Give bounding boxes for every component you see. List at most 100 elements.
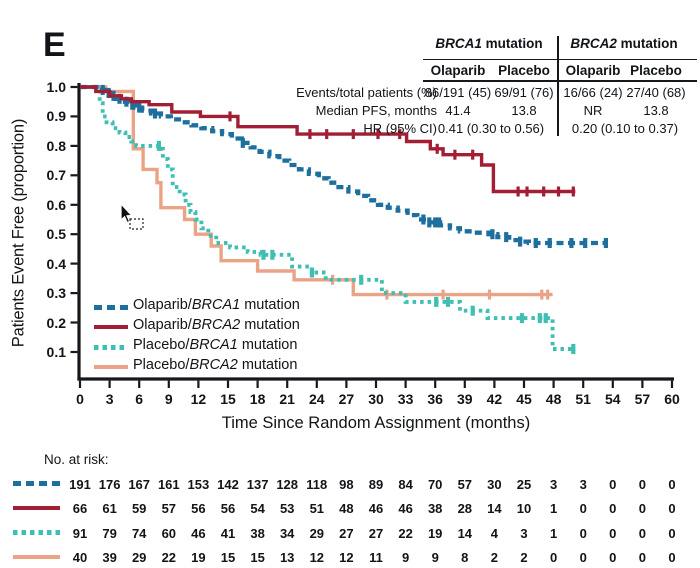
at-risk-title: No. at risk: bbox=[44, 452, 109, 467]
legend-label: Olaparib/BRCA2 mutation bbox=[133, 317, 300, 333]
at-risk-value: 0 bbox=[609, 501, 617, 517]
at-risk-value: 128 bbox=[276, 476, 299, 492]
at-risk-value: 0 bbox=[579, 501, 587, 517]
legend-label: Placebo/BRCA1 mutation bbox=[133, 337, 298, 353]
km-curve bbox=[80, 85, 553, 297]
stats-cell: NR bbox=[583, 103, 603, 118]
at-risk-value: 34 bbox=[279, 525, 295, 541]
legend-swatch bbox=[94, 325, 128, 329]
legend-swatch bbox=[94, 304, 128, 310]
stats-row-label: Median PFS, months bbox=[315, 103, 437, 118]
stats-group-header: BRCA2 mutation bbox=[554, 36, 694, 51]
at-risk-value: 0 bbox=[638, 501, 646, 517]
stats-cell: 0.41 (0.30 to 0.56) bbox=[437, 121, 545, 136]
at-risk-value: 70 bbox=[427, 476, 443, 492]
at-risk-value: 0 bbox=[579, 550, 587, 566]
y-tick-label: 1.0 bbox=[46, 79, 66, 95]
x-tick-label: 12 bbox=[190, 391, 207, 407]
stats-col-header: Placebo bbox=[498, 63, 550, 78]
km-curve bbox=[80, 85, 577, 351]
x-tick-label: 3 bbox=[105, 391, 114, 407]
at-risk-value: 167 bbox=[128, 476, 151, 492]
at-risk-swatch bbox=[13, 555, 60, 560]
at-risk-value: 0 bbox=[668, 501, 676, 517]
at-risk-value: 39 bbox=[102, 550, 117, 566]
legend-label: Placebo/BRCA2 mutation bbox=[133, 357, 298, 373]
legend-label: Olaparib/BRCA1 mutation bbox=[133, 297, 300, 313]
at-risk-value: 19 bbox=[191, 550, 206, 566]
stats-cell: 69/91 (76) bbox=[494, 85, 554, 100]
at-risk-value: 2 bbox=[520, 550, 528, 566]
x-tick-label: 57 bbox=[634, 391, 651, 407]
at-risk-value: 1 bbox=[549, 525, 558, 541]
at-risk-value: 41 bbox=[220, 525, 236, 541]
at-risk-value: 12 bbox=[339, 550, 354, 566]
y-tick-label: 0.8 bbox=[46, 137, 66, 154]
legend-item: Olaparib/BRCA2 mutation bbox=[0, 317, 340, 336]
stats-cell: 13.8 bbox=[643, 103, 669, 118]
at-risk-value: 38 bbox=[427, 501, 443, 517]
y-tick-label: 0.9 bbox=[46, 108, 66, 125]
x-tick-label: 36 bbox=[427, 391, 443, 407]
at-risk-value: 46 bbox=[368, 501, 384, 517]
y-tick-label: 0.5 bbox=[46, 226, 66, 243]
x-tick-label: 18 bbox=[249, 391, 266, 407]
x-tick-label: 0 bbox=[76, 391, 84, 407]
at-risk-value: 0 bbox=[609, 550, 617, 566]
at-risk-value: 153 bbox=[187, 476, 210, 492]
at-risk-value: 118 bbox=[306, 476, 328, 492]
at-risk-swatch bbox=[13, 530, 60, 536]
legend-item: Placebo/BRCA2 mutation bbox=[0, 357, 340, 376]
at-risk-value: 51 bbox=[309, 501, 325, 517]
at-risk-value: 3 bbox=[579, 476, 587, 492]
km-curve bbox=[80, 85, 576, 194]
at-risk-value: 61 bbox=[102, 501, 117, 517]
stats-cell: 0.20 (0.10 to 0.37) bbox=[571, 121, 679, 136]
y-tick-label: 0.4 bbox=[46, 255, 66, 272]
at-risk-value: 66 bbox=[72, 501, 88, 517]
at-risk-value: 176 bbox=[98, 476, 121, 492]
x-tick-label: 30 bbox=[368, 391, 384, 407]
at-risk-value: 14 bbox=[457, 525, 473, 541]
at-risk-value: 142 bbox=[217, 476, 239, 492]
x-tick-label: 33 bbox=[397, 391, 414, 407]
at-risk-value: 53 bbox=[279, 501, 295, 517]
at-risk-value: 22 bbox=[398, 525, 413, 541]
at-risk-value: 0 bbox=[668, 550, 676, 566]
at-risk-value: 57 bbox=[457, 476, 473, 492]
at-risk-value: 59 bbox=[131, 501, 147, 517]
at-risk-value: 28 bbox=[457, 501, 473, 517]
at-risk-value: 0 bbox=[668, 525, 676, 541]
x-tick-label: 60 bbox=[664, 391, 680, 407]
at-risk-value: 74 bbox=[131, 525, 147, 541]
at-risk-value: 9 bbox=[401, 550, 410, 566]
at-risk-value: 1 bbox=[549, 501, 558, 517]
stats-row-label: Events/total patients (%) bbox=[296, 85, 437, 100]
at-risk-value: 11 bbox=[369, 550, 383, 566]
stats-col-header: Olaparib bbox=[565, 63, 621, 78]
panel-label: E bbox=[43, 26, 67, 64]
selection-marquee bbox=[129, 218, 144, 230]
at-risk-value: 10 bbox=[516, 501, 532, 517]
at-risk-value: 0 bbox=[638, 550, 646, 566]
at-risk-value: 48 bbox=[339, 501, 354, 517]
at-risk-value: 89 bbox=[368, 476, 384, 492]
at-risk-value: 0 bbox=[549, 550, 558, 566]
at-risk-value: 25 bbox=[516, 476, 532, 492]
table-rule bbox=[423, 58, 697, 61]
at-risk-value: 84 bbox=[398, 476, 413, 492]
at-risk-value: 0 bbox=[609, 476, 617, 492]
stats-cell: 16/66 (24) bbox=[563, 85, 623, 100]
stats-cell: 41.4 bbox=[445, 103, 471, 118]
x-tick-label: 6 bbox=[135, 391, 144, 407]
x-axis-title: Time Since Random Assignment (months) bbox=[221, 414, 531, 432]
at-risk-value: 91 bbox=[72, 525, 88, 541]
gene-name: BRCA1 bbox=[435, 36, 482, 51]
y-tick-label: 0.6 bbox=[46, 196, 66, 213]
x-tick-label: 39 bbox=[457, 391, 473, 407]
at-risk-value: 161 bbox=[157, 476, 180, 492]
stats-cell: 27/40 (68) bbox=[626, 85, 686, 100]
at-risk-value: 54 bbox=[250, 501, 265, 517]
